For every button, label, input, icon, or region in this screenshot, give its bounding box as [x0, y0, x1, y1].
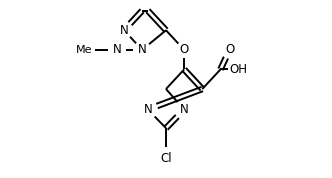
Text: N: N: [120, 24, 128, 37]
Text: O: O: [180, 43, 189, 56]
Text: Me: Me: [76, 45, 93, 55]
Text: OH: OH: [230, 63, 248, 76]
Text: N: N: [138, 43, 146, 56]
Text: N: N: [180, 103, 189, 116]
Text: N: N: [113, 43, 121, 56]
Text: Cl: Cl: [160, 152, 172, 165]
Text: O: O: [225, 43, 234, 56]
Text: N: N: [143, 103, 152, 116]
